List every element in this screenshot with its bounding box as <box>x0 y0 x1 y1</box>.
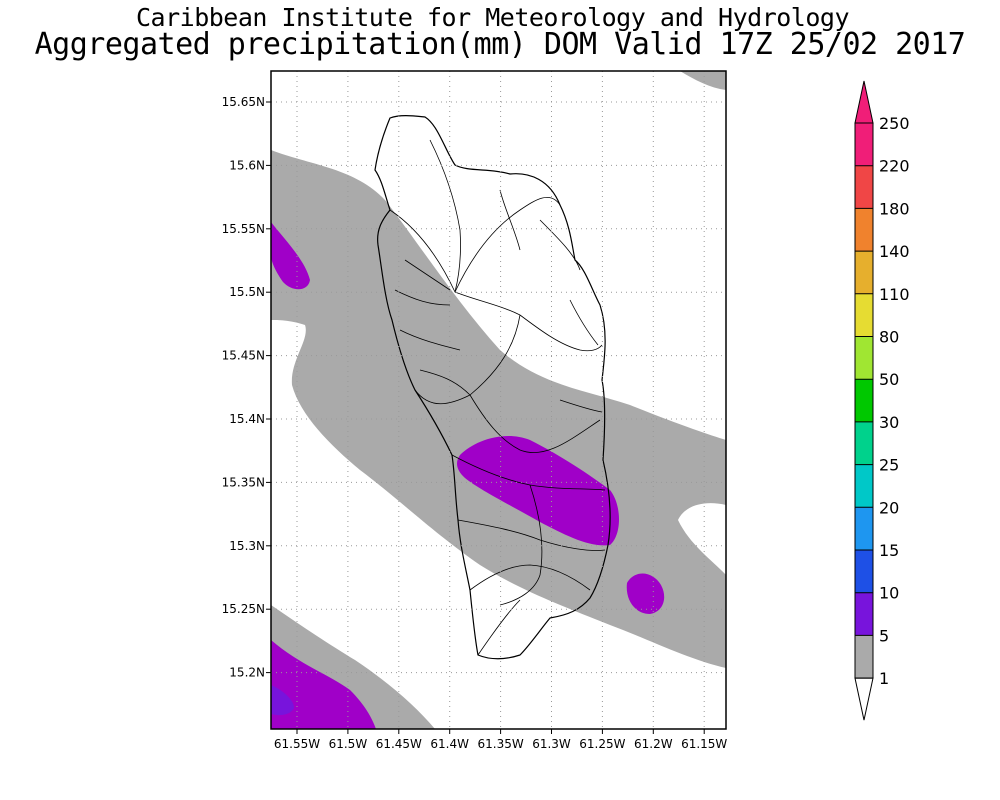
lat-tick-label: 15.25N <box>222 602 265 616</box>
colorbar-bottom-arrow <box>854 677 874 721</box>
colorbar-swatch <box>855 251 873 294</box>
precip-band-5-10mm-c <box>457 435 619 546</box>
colorbar-swatch <box>855 421 873 465</box>
map-subtitle: Aggregated precipitation(mm) DOM Valid 1… <box>34 27 966 62</box>
colorbar-level-label: 15 <box>879 541 899 560</box>
latitude-labels: 15.65N 15.6N 15.55N 15.5N 15.45N 15.4N 15.35N 1… <box>222 95 265 680</box>
precip-band-5-10mm-w <box>271 222 310 290</box>
lat-tick-label: 15.35N <box>222 475 265 489</box>
colorbar-level-label: 50 <box>879 370 899 389</box>
lat-tick-label: 15.3N <box>229 539 265 553</box>
lat-tick-label: 15.55N <box>222 222 265 236</box>
colorbar-level-label: 140 <box>879 242 910 261</box>
precip-band-1-5mm-ne <box>680 71 726 90</box>
colorbar-level-label: 220 <box>879 157 910 176</box>
colorbar-swatch <box>855 379 873 422</box>
lat-tick-label: 15.2N <box>229 666 265 680</box>
graticule <box>271 71 726 729</box>
colorbar-swatch <box>855 592 873 636</box>
colorbar-top-arrow <box>854 80 874 124</box>
lon-tick-label: 61.45W <box>376 737 422 751</box>
colorbar-swatch <box>855 336 873 380</box>
lat-tick-label: 15.6N <box>229 158 265 172</box>
lat-tick-label: 15.5N <box>229 285 265 299</box>
precip-band-10-15mm-sw <box>271 685 294 716</box>
parish-boundaries <box>389 139 606 656</box>
lon-tick-label: 61.4W <box>430 737 469 751</box>
lat-tick-label: 15.4N <box>229 412 265 426</box>
colorbar-level-label: 1 <box>879 669 889 688</box>
dominica-island-outline <box>374 115 611 660</box>
colorbar-level-label: 80 <box>879 328 899 347</box>
colorbar-swatch <box>855 208 873 252</box>
colorbar-swatch <box>855 635 873 679</box>
longitude-labels: 61.55W 61.5W 61.45W 61.4W 61.35W 61.3W 61.25W 6… <box>274 737 728 751</box>
map-title: Caribbean Institute for Meteorology and … <box>135 3 850 32</box>
colorbar-swatch <box>855 123 873 166</box>
colorbar-level-label: 10 <box>879 584 899 603</box>
colorbar-level-label: 180 <box>879 199 910 218</box>
lon-tick-label: 61.3W <box>532 737 571 751</box>
lon-tick-label: 61.5W <box>329 737 368 751</box>
colorbar-swatch <box>855 165 873 209</box>
colorbar-level-label: 25 <box>879 456 899 475</box>
lat-tick-label: 15.45N <box>222 349 265 363</box>
lon-tick-label: 61.25W <box>579 737 625 751</box>
precip-band-5-10mm-e <box>626 573 665 614</box>
axis-ticks <box>266 101 705 734</box>
precipitation-field <box>271 71 726 729</box>
colorbar-level-label: 20 <box>879 498 899 517</box>
colorbar-level-label: 110 <box>879 285 910 304</box>
lon-tick-label: 61.2W <box>634 737 673 751</box>
precipitation-colorbar: 250 220 180 140 110 80 50 30 25 20 15 10 5 1 <box>854 80 910 721</box>
lon-tick-label: 61.35W <box>477 737 523 751</box>
map-frame <box>270 70 727 730</box>
lon-tick-label: 61.55W <box>274 737 320 751</box>
colorbar-level-label: 250 <box>879 114 910 133</box>
colorbar-swatch <box>855 507 873 550</box>
colorbar-level-label: 30 <box>879 413 899 432</box>
lat-tick-label: 15.65N <box>222 95 265 109</box>
colorbar-level-label: 5 <box>879 626 889 645</box>
colorbar-swatch <box>855 550 873 593</box>
colorbar-swatch <box>855 293 873 337</box>
lon-tick-label: 61.15W <box>681 737 727 751</box>
colorbar-swatch <box>855 464 873 508</box>
